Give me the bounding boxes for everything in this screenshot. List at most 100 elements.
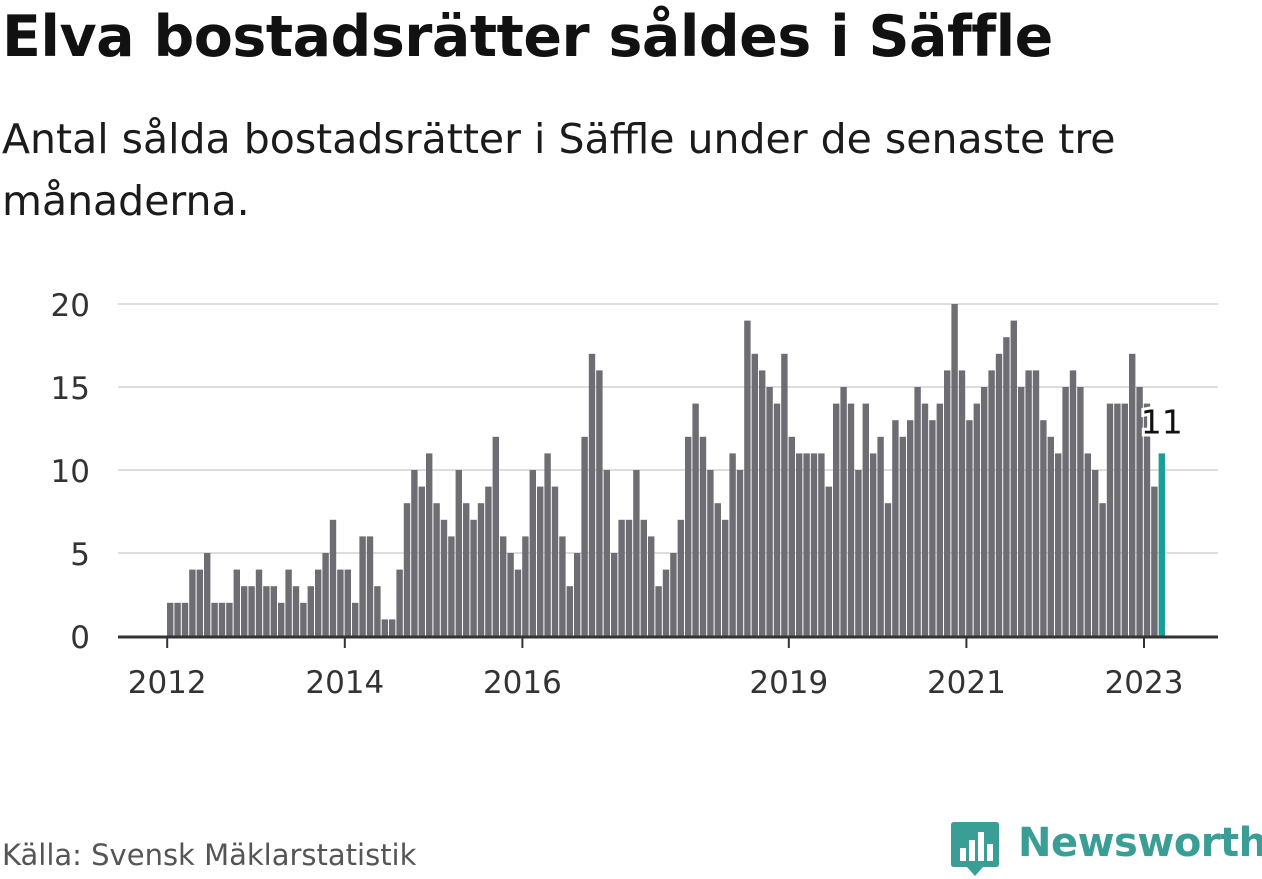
- bar: [440, 519, 448, 636]
- bar: [544, 453, 551, 636]
- bar: [1018, 387, 1025, 636]
- bar: [818, 453, 825, 636]
- bar: [463, 503, 470, 636]
- bar: [167, 602, 174, 636]
- bar: [707, 470, 714, 636]
- bar: [403, 503, 411, 636]
- bar: [692, 403, 699, 636]
- bar: [958, 370, 966, 636]
- bar: [855, 470, 862, 636]
- bar: [329, 519, 337, 636]
- bar: [588, 353, 596, 636]
- bar: [995, 353, 1003, 636]
- bar: [181, 602, 189, 636]
- bar: [566, 586, 573, 636]
- bar: [551, 486, 559, 636]
- bar: [514, 569, 522, 636]
- bar: [352, 602, 359, 636]
- bar: [936, 403, 943, 636]
- bar: [470, 519, 477, 636]
- x-tick-label: 2014: [305, 665, 384, 701]
- bar: [1106, 403, 1114, 636]
- bar: [677, 519, 684, 636]
- bar: [477, 503, 485, 636]
- bar: [315, 569, 322, 636]
- bar: [751, 353, 758, 636]
- brand-logo: Newsworthy: [950, 818, 1262, 876]
- bar: [907, 420, 914, 636]
- bar: [655, 586, 662, 636]
- bar: [766, 387, 773, 636]
- bar: [951, 304, 958, 636]
- bar: [270, 586, 277, 636]
- y-tick-label: 5: [70, 537, 90, 573]
- bar: [204, 553, 211, 636]
- bar: [1003, 337, 1010, 636]
- bar: [929, 420, 936, 636]
- bar: [196, 569, 203, 636]
- bar: [877, 436, 884, 636]
- bar: [1047, 436, 1054, 636]
- bar: [973, 403, 980, 636]
- bar: [1025, 370, 1032, 636]
- bar: [944, 370, 951, 636]
- bar: [581, 436, 588, 636]
- bar: [640, 519, 647, 636]
- bar: [537, 486, 544, 636]
- bar: [736, 470, 744, 636]
- bar: [847, 403, 855, 636]
- bar: [492, 436, 499, 636]
- bar: [862, 403, 869, 636]
- bar: [699, 436, 707, 636]
- bar: [389, 619, 396, 636]
- bar: [433, 503, 440, 636]
- bar: [426, 453, 433, 636]
- bar: [759, 370, 766, 636]
- brand-name: Newsworthy: [1018, 820, 1262, 866]
- bar: [1099, 503, 1106, 636]
- bar: [300, 602, 307, 636]
- x-tick-label: 2023: [1105, 665, 1184, 701]
- y-tick-label: 0: [70, 620, 90, 656]
- bar: [233, 569, 240, 636]
- bar: [1114, 403, 1121, 636]
- bar: [1069, 370, 1077, 636]
- bar: [892, 420, 899, 636]
- bar: [559, 536, 566, 636]
- bar: [507, 553, 514, 636]
- bar: [359, 536, 366, 636]
- bar: [418, 486, 425, 636]
- bar: [455, 470, 462, 636]
- bar: [1151, 486, 1158, 636]
- bar: [255, 569, 263, 636]
- bar: [1121, 403, 1128, 636]
- bar: [618, 519, 625, 636]
- bar: [485, 486, 492, 636]
- bar: [870, 453, 877, 636]
- bar: [803, 453, 810, 636]
- bar: [662, 569, 670, 636]
- bar: [773, 403, 781, 636]
- source-note: Källa: Svensk Mäklarstatistik: [2, 838, 417, 872]
- bar: [796, 453, 803, 636]
- bar: [374, 586, 381, 636]
- x-tick-label: 2019: [749, 665, 828, 701]
- bar: [625, 519, 633, 636]
- bar: [448, 536, 455, 636]
- bar: [648, 536, 655, 636]
- bar: [1136, 387, 1143, 636]
- bar: [1040, 420, 1047, 636]
- bar: [714, 503, 721, 636]
- bar: [218, 602, 226, 636]
- x-tick-label: 2016: [483, 665, 562, 701]
- bar: [292, 586, 300, 636]
- bar: [1092, 470, 1099, 636]
- bar: [633, 470, 640, 636]
- y-tick-label: 15: [51, 371, 90, 407]
- bar: [1143, 403, 1151, 636]
- bar: [899, 436, 906, 636]
- bar: [278, 602, 285, 636]
- bar: [522, 536, 529, 636]
- bar: [884, 503, 892, 636]
- highlight-value-label: 11: [1141, 402, 1183, 441]
